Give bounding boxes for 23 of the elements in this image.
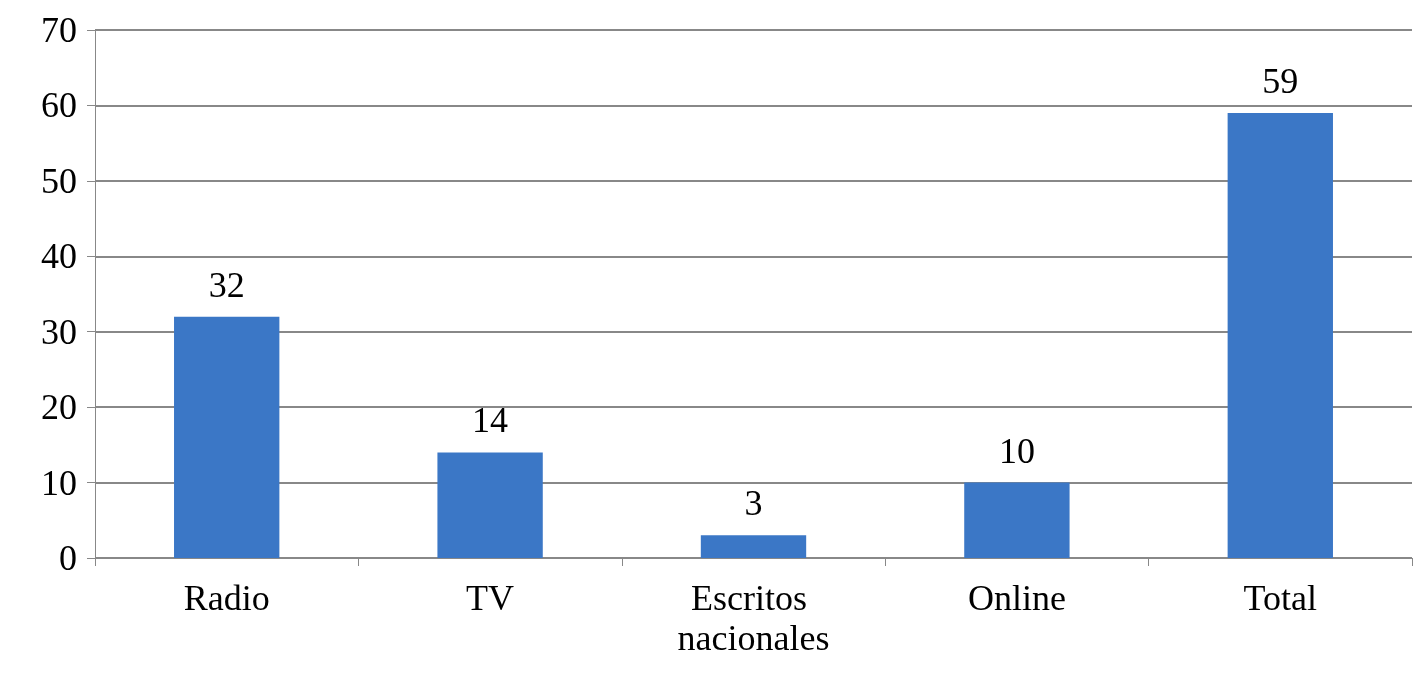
bar (964, 482, 1070, 558)
y-tick-label: 30 (41, 311, 77, 352)
bar (700, 535, 807, 558)
x-tick-label: Radio (183, 578, 270, 618)
data-label: 59 (1262, 60, 1299, 101)
x-tick-label: TV (466, 578, 515, 618)
y-tick-label: 10 (41, 462, 77, 503)
y-tick-label: 40 (41, 236, 77, 277)
bar (437, 452, 543, 558)
y-tick-label: 60 (41, 85, 77, 126)
x-tick-label: Online (967, 578, 1066, 618)
data-label: 14 (472, 400, 509, 441)
data-label: 32 (208, 264, 245, 305)
data-label: 10 (998, 430, 1035, 471)
data-label: 3 (744, 483, 763, 524)
y-tick-label: 0 (59, 538, 77, 578)
y-tick-label: 50 (41, 160, 77, 201)
y-tick-label: 70 (41, 10, 77, 50)
x-tick-label: Escritos nacionales (677, 578, 830, 658)
bar (174, 316, 280, 558)
bar (1227, 112, 1333, 558)
y-tick-label: 20 (41, 387, 77, 428)
x-tick-label: Total (1243, 578, 1318, 618)
